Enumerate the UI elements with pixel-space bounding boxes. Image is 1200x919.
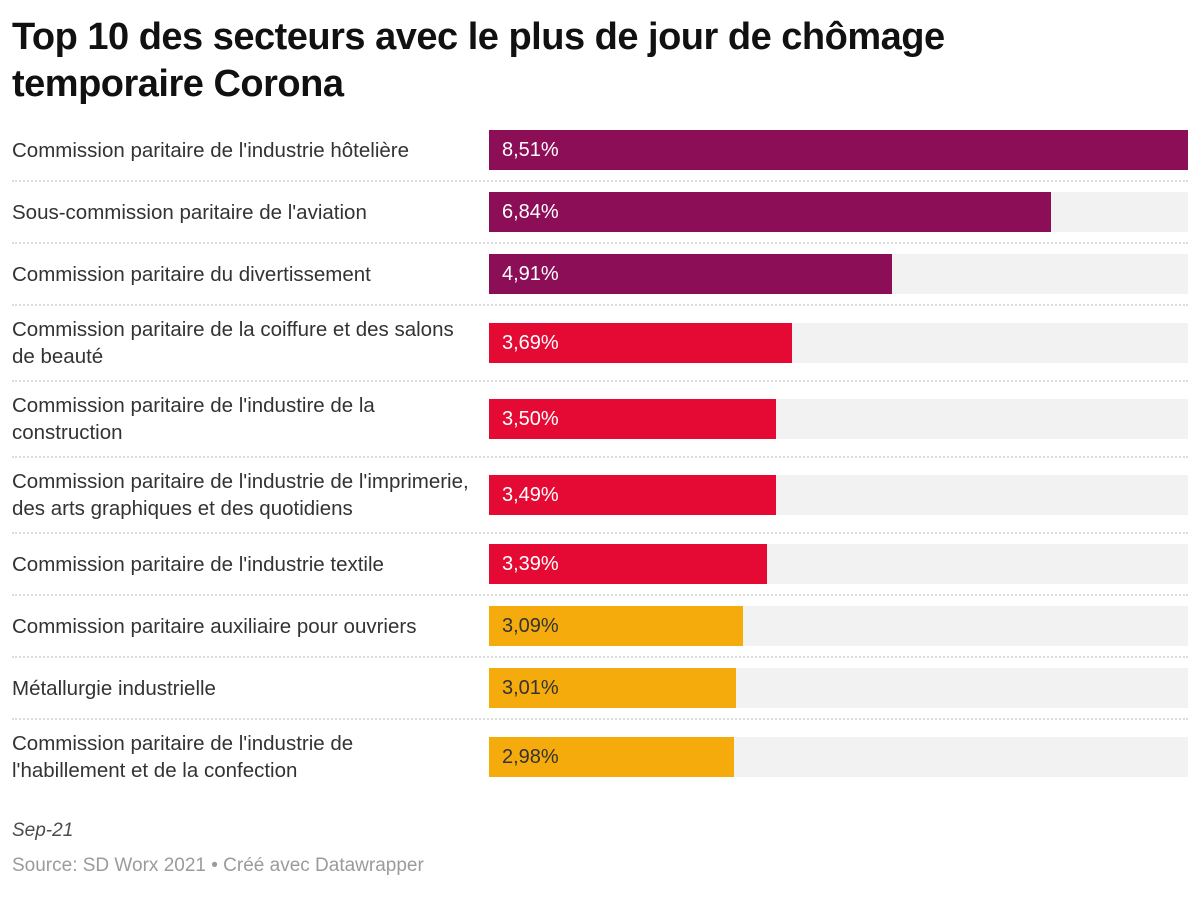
bar[interactable]: 2,98%: [489, 737, 734, 778]
chart-row: Commission paritaire de l'industrie de l…: [12, 720, 1188, 794]
bar[interactable]: 4,91%: [489, 254, 893, 295]
bar-value-label: 4,91%: [502, 262, 559, 285]
bar-track: 4,91%: [489, 254, 1188, 295]
category-label: Commission paritaire de l'industrie hôte…: [12, 138, 410, 162]
category-label: Commission paritaire du divertissement: [12, 262, 371, 286]
category-label: Commission paritaire de l'industire de l…: [12, 394, 375, 445]
chart-footer: Sep-21 Source: SD Worx 2021 • Créé avec …: [12, 820, 1188, 877]
bar[interactable]: 3,69%: [489, 323, 793, 364]
bar-value-label: 3,49%: [502, 483, 559, 506]
chart-note: Sep-21: [12, 820, 74, 842]
bar[interactable]: 3,01%: [489, 668, 737, 709]
bar[interactable]: 3,09%: [489, 606, 743, 647]
chart-row: Commission paritaire du divertissement 4…: [12, 244, 1188, 307]
bar[interactable]: 3,50%: [489, 399, 777, 440]
category-label: Sous-commission paritaire de l'aviation: [12, 200, 367, 224]
category-label: Commission paritaire de l'industrie de l…: [12, 470, 469, 521]
chart-row: Commission paritaire de l'industire de l…: [12, 382, 1188, 459]
bar-value-label: 3,50%: [502, 407, 559, 430]
chart-source: Source: SD Worx 2021 • Créé avec Datawra…: [12, 855, 424, 877]
bar[interactable]: 6,84%: [489, 192, 1051, 233]
bar-track: 3,50%: [489, 399, 1188, 440]
bar-chart: Commission paritaire de l'industrie hôte…: [12, 120, 1188, 794]
chart-row: Commission paritaire de l'industrie de l…: [12, 458, 1188, 535]
category-label: Commission paritaire de l'industrie text…: [12, 552, 384, 576]
category-label: Métallurgie industrielle: [12, 676, 216, 700]
bar-value-label: 3,39%: [502, 552, 559, 575]
bar-value-label: 8,51%: [502, 138, 559, 161]
bar[interactable]: 3,39%: [489, 544, 768, 585]
bar-track: 3,69%: [489, 323, 1188, 364]
chart-title: Top 10 des secteurs avec le plus de jour…: [12, 16, 945, 106]
category-label: Commission paritaire auxiliaire pour ouv…: [12, 614, 417, 638]
chart-row: Commission paritaire auxiliaire pour ouv…: [12, 596, 1188, 659]
bar-track: 6,84%: [489, 192, 1188, 233]
bar-value-label: 3,01%: [502, 676, 559, 699]
bar-value-label: 3,09%: [502, 614, 559, 637]
chart-row: Métallurgie industrielle 3,01%: [12, 658, 1188, 721]
bar-track: 8,51%: [489, 130, 1188, 171]
bar-track: 2,98%: [489, 737, 1188, 778]
bar-track: 3,01%: [489, 668, 1188, 709]
chart-row: Commission paritaire de l'industrie text…: [12, 534, 1188, 597]
bar-track: 3,39%: [489, 544, 1188, 585]
category-label: Commission paritaire de l'industrie de l…: [12, 732, 354, 783]
bar-track: 3,09%: [489, 606, 1188, 647]
bar-value-label: 3,69%: [502, 331, 559, 354]
category-label: Commission paritaire de la coiffure et d…: [12, 318, 454, 369]
chart-row: Commission paritaire de la coiffure et d…: [12, 306, 1188, 383]
chart-row: Sous-commission paritaire de l'aviation …: [12, 182, 1188, 245]
bar-value-label: 2,98%: [502, 745, 559, 768]
bar-track: 3,49%: [489, 475, 1188, 516]
bar-value-label: 6,84%: [502, 200, 559, 223]
chart-row: Commission paritaire de l'industrie hôte…: [12, 120, 1188, 183]
bar[interactable]: 3,49%: [489, 475, 776, 516]
bar[interactable]: 8,51%: [489, 130, 1188, 171]
